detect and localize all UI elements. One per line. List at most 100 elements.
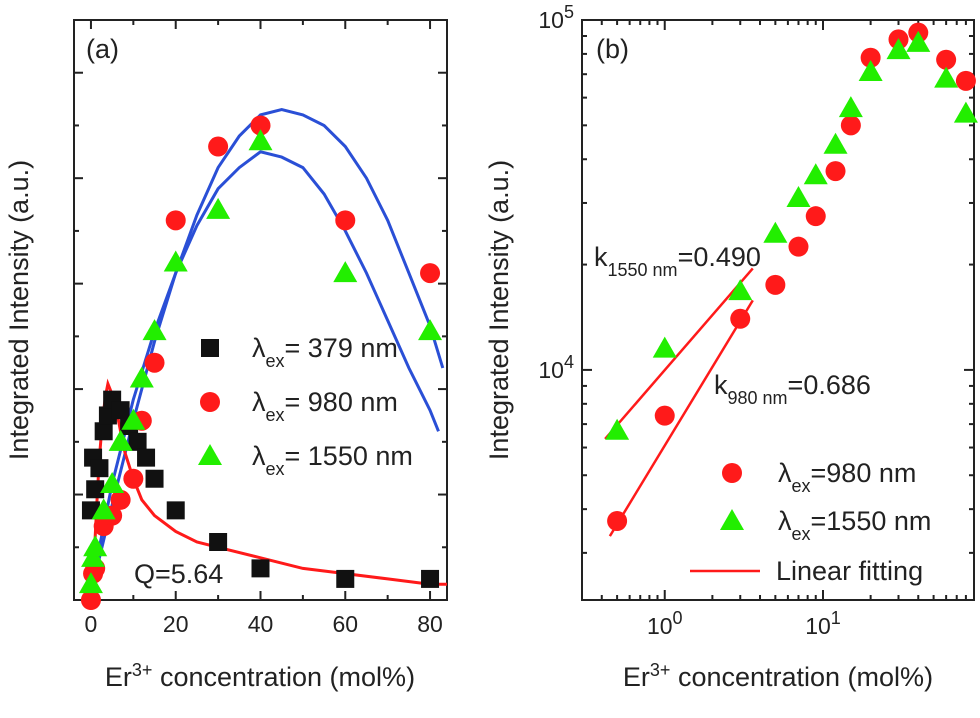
- a-legend-label-part: ex: [266, 351, 285, 371]
- b-point-circle: [788, 236, 809, 257]
- panel-b-fit-lines: [604, 267, 754, 537]
- a-point-triangle: [418, 319, 443, 341]
- b-x-tick-label-part: 0: [673, 608, 683, 628]
- a-point-circle: [208, 136, 229, 157]
- a-point-square: [421, 569, 440, 588]
- a-xlabel-part: Er: [105, 662, 132, 692]
- panel-a-data-points: [78, 115, 443, 610]
- b-point-triangle: [823, 132, 848, 154]
- b-point-triangle: [906, 30, 931, 52]
- a-point-triangle: [142, 319, 167, 341]
- b-point-circle: [955, 70, 976, 91]
- b-point-triangle: [763, 221, 788, 243]
- b-point-triangle: [934, 66, 959, 88]
- a-point-circle: [80, 590, 101, 610]
- a-point-triangle: [81, 545, 106, 567]
- b-point-circle: [936, 49, 957, 70]
- a-xlabel-part: concentration (mol%): [152, 662, 415, 692]
- b-point-circle: [825, 161, 846, 182]
- b-point-triangle: [728, 279, 753, 301]
- b-slope-annotation-part: k: [714, 370, 728, 400]
- a-point-square: [86, 480, 105, 499]
- b-point-triangle: [953, 101, 978, 123]
- b-legend-label-part: ex: [792, 476, 811, 496]
- a-x-tick-label: 20: [163, 611, 189, 637]
- panel-b-label: (b): [596, 34, 629, 64]
- a-xlabel-part: 3+: [132, 660, 153, 680]
- panel-a-ticks: 0 20 40 60 80: [74, 19, 447, 637]
- a-point-square: [145, 469, 164, 488]
- b-slope-annotation-part: k: [594, 242, 608, 272]
- b-point-triangle: [838, 96, 863, 118]
- b-linear-fit-line: [604, 267, 754, 440]
- a-x-tick-label: 60: [332, 611, 358, 637]
- b-x-tick-label-part: 10: [647, 613, 673, 639]
- a-legend-label: λex= 980 nm: [252, 387, 398, 425]
- b-slope-annotation: k1550 nm=0.490: [594, 242, 761, 280]
- b-slope-annotation-part: =0.686: [788, 370, 871, 400]
- b-point-circle: [840, 115, 861, 136]
- a-point-triangle: [100, 472, 125, 493]
- panel-a-label: (a): [86, 34, 119, 64]
- b-legend-label-part: ex: [792, 524, 811, 544]
- panel-a-x-axis-label: Er3+ concentration (mol%): [105, 660, 415, 692]
- b-point-triangle: [605, 418, 630, 440]
- a-point-circle: [165, 210, 186, 231]
- a-point-circle: [335, 210, 356, 231]
- b-y-tick-label-part: 4: [564, 352, 574, 372]
- a-point-circle: [250, 115, 271, 136]
- a-point-square: [90, 459, 109, 478]
- a-point-circle: [123, 468, 144, 489]
- a-point-square: [94, 422, 113, 441]
- b-legend-label: Linear fitting: [776, 556, 923, 586]
- a-point-triangle: [78, 572, 103, 594]
- a-legend-label-part: λ: [252, 333, 266, 363]
- b-slope-annotation-part: 980 nm: [728, 388, 788, 408]
- b-point-circle: [607, 510, 628, 531]
- a-point-square: [166, 501, 185, 520]
- a-legend-label: λex= 379 nm: [252, 333, 398, 371]
- b-legend-label-part: λ: [778, 458, 792, 488]
- a-point-square: [137, 448, 156, 467]
- b-legend-label-part: =980 nm: [811, 458, 917, 488]
- b-x-tick-label: 100: [647, 608, 683, 639]
- b-point-circle: [654, 405, 675, 426]
- a-legend-label: λex= 1550 nm: [252, 441, 413, 479]
- b-legend-marker: [720, 509, 744, 530]
- a-point-triangle: [248, 129, 273, 151]
- a-x-tick-label: 80: [417, 611, 443, 637]
- a-point-triangle: [333, 261, 358, 283]
- b-slope-annotation-part: 1550 nm: [608, 260, 678, 280]
- b-linear-fit-line: [608, 299, 754, 537]
- a-legend-marker: [201, 339, 219, 357]
- b-slope-annotation-part: =0.490: [678, 242, 761, 272]
- b-x-tick-label: 101: [805, 608, 841, 639]
- panel-a-legend: λex= 379 nm λex= 980 nm λex= 1550 nm: [198, 333, 413, 479]
- a-legend-label-part: λ: [252, 387, 266, 417]
- b-y-tick-label-part: 5: [564, 2, 574, 22]
- b-y-tick-label: 104: [538, 352, 574, 383]
- a-legend-label-part: ex: [266, 405, 285, 425]
- b-point-triangle: [803, 163, 828, 185]
- a-legend-marker: [198, 444, 222, 465]
- panel-a-plot-frame: [73, 19, 448, 601]
- a-fit-curve: [89, 150, 440, 585]
- a-point-triangle: [83, 535, 108, 557]
- b-point-circle: [730, 308, 751, 329]
- a-point-square: [111, 401, 130, 420]
- a-legend-label-part: λ: [252, 441, 266, 471]
- b-x-tick-label-part: 10: [805, 613, 831, 639]
- a-point-triangle: [206, 197, 231, 219]
- b-point-triangle: [786, 185, 811, 207]
- b-xlabel-part: concentration (mol%): [670, 662, 933, 692]
- b-point-circle: [860, 47, 881, 68]
- a-x-tick-label: 40: [248, 611, 274, 637]
- a-point-square: [209, 533, 228, 551]
- b-point-triangle: [652, 336, 677, 358]
- b-slope-annotation: k980 nm=0.686: [714, 370, 871, 408]
- b-legend-label-part: =1550 nm: [811, 506, 932, 536]
- a-point-triangle: [91, 498, 116, 520]
